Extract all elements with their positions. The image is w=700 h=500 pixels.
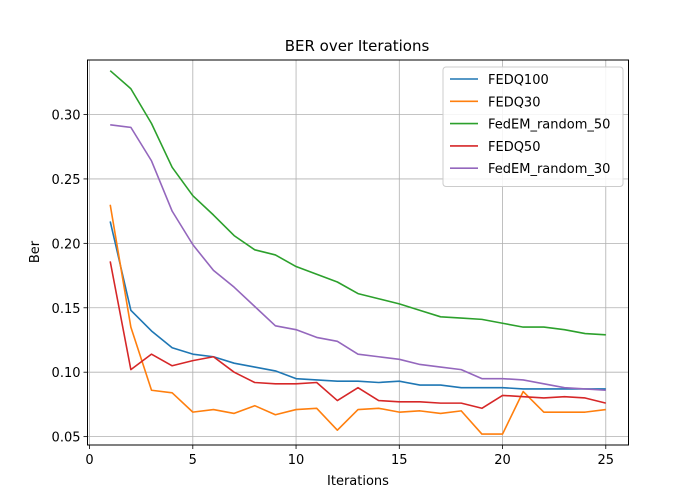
y-tick-label: 0.05: [52, 431, 81, 446]
series-line-fedem-random-30: [110, 124, 606, 392]
y-tick-label: 0.30: [52, 109, 81, 124]
series-lines: [109, 70, 606, 435]
legend-label: FedEM_random_30: [488, 162, 610, 177]
y-axis-label: Ber: [28, 240, 43, 263]
x-tick-label: 25: [598, 453, 615, 468]
legend-label: FEDQ50: [488, 140, 540, 155]
series-line-fedq100: [109, 221, 606, 390]
x-axis-label: Iterations: [327, 474, 389, 489]
series-line-fedq50: [109, 261, 606, 410]
plot-frame: [87, 59, 629, 446]
chart-title: BER over Iterations: [285, 37, 430, 55]
legend-box: [442, 66, 624, 187]
legend-label: FEDQ30: [488, 95, 540, 110]
x-tick-label: 20: [494, 453, 511, 468]
series-line-fedq30: [109, 204, 606, 435]
x-tick-label: 0: [85, 453, 93, 468]
legend: FEDQ100 FEDQ30 FedEM_random_50 FEDQ50 FedEM_…: [442, 66, 624, 187]
y-tick-label: 0.25: [52, 173, 81, 188]
x-tick-label: 10: [288, 453, 305, 468]
legend-label: FEDQ100: [488, 73, 549, 88]
y-tick-label: 0.20: [52, 237, 81, 252]
x-tick-label: 5: [189, 453, 197, 468]
x-tick-label: 15: [391, 453, 408, 468]
series-line-fedem-random-50: [109, 70, 606, 336]
y-tick-label: 0.10: [52, 366, 81, 381]
axis-ticks: 0 5 10 15 20 25 0.05 0.10 0.15 0.20 0.25 0.30: [52, 109, 615, 468]
legend-label: FedEM_random_50: [488, 118, 610, 133]
y-tick-label: 0.15: [52, 302, 81, 317]
